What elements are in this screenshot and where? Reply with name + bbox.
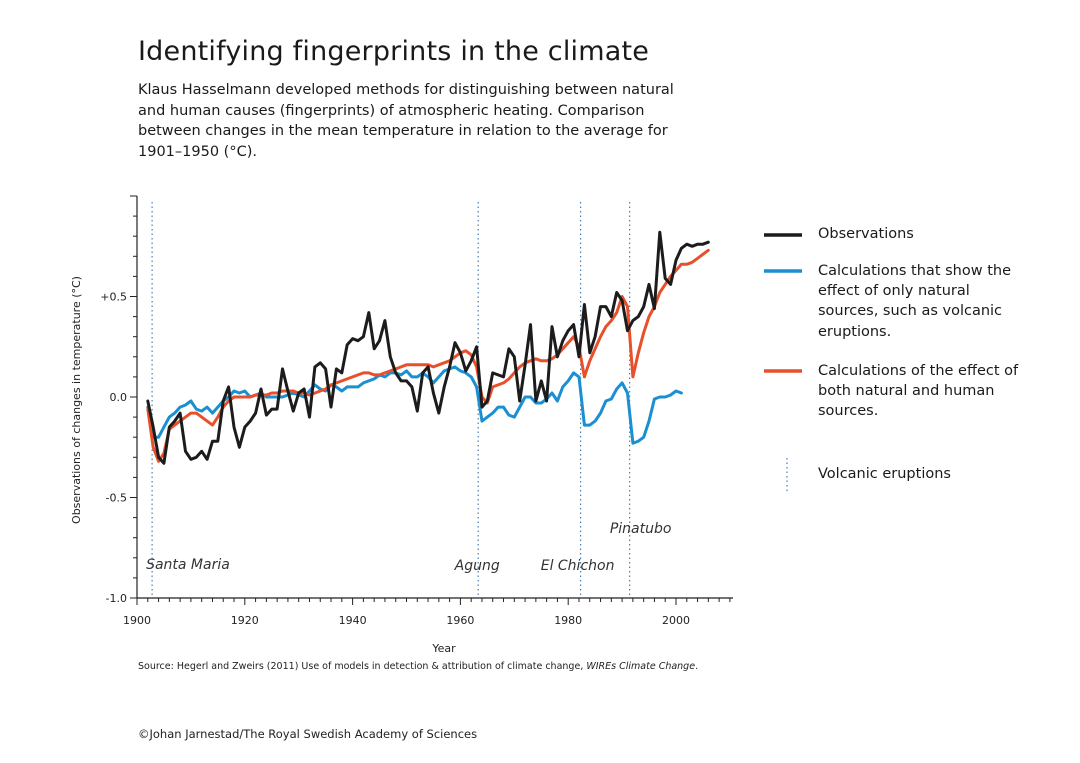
legend-swatches — [764, 233, 802, 494]
source-prefix: Source: Hegerl and Zweirs (2011) Use of … — [138, 661, 587, 672]
eruption-label: Agung — [454, 558, 500, 574]
y-tick-label: -0.5 — [106, 492, 127, 505]
source-journal: WIREs Climate Change — [586, 661, 696, 672]
y-tick-label: +0.5 — [100, 291, 127, 304]
series-line-natural — [146, 365, 683, 445]
legend-label-combined: Calculations of the effect of both natur… — [818, 363, 1019, 420]
eruption-label: Pinatubo — [610, 521, 672, 537]
eruption-lines: Santa Maria Agung El Chichon Pinatubo — [146, 202, 671, 596]
y-tick-label: 0.0 — [110, 391, 128, 404]
chart-series — [146, 230, 710, 465]
legend-label-observations: Observations — [818, 226, 914, 242]
x-tick-label: 1960 — [446, 614, 474, 627]
series-line-observations — [146, 230, 710, 465]
credit-line: ©Johan Jarnestad/The Royal Swedish Acade… — [138, 727, 478, 741]
x-tick-label: 2000 — [662, 614, 690, 627]
x-axis-label: Year — [431, 642, 456, 655]
x-tick-label: 1940 — [339, 614, 367, 627]
y-tick-label: -1.0 — [106, 592, 127, 605]
source-suffix: . — [695, 661, 699, 672]
x-tick-label: 1900 — [123, 614, 151, 627]
source-note: Source: Hegerl and Zweirs (2011) Use of … — [138, 660, 698, 673]
chart-axes: -1.0 -0.5 0.0 +0.5 1900 1920 1940 1960 1980 2000 — [100, 195, 733, 627]
legend-label-natural: Calculations that show the effect of onl… — [818, 263, 1011, 340]
x-tick-label: 1920 — [231, 614, 259, 627]
page-title: Identifying fingerprints in the climate — [138, 36, 650, 67]
page-subtitle: Klaus Hasselmann developed methods for d… — [138, 82, 674, 160]
series-line-combined — [146, 248, 710, 463]
eruption-label: Santa Maria — [146, 557, 230, 573]
x-tick-label: 1980 — [554, 614, 582, 627]
legend-label-volcanic: Volcanic eruptions — [818, 466, 951, 482]
eruption-label: El Chichon — [541, 558, 615, 574]
y-axis-label: Observations of changes in temperature (… — [70, 276, 83, 524]
